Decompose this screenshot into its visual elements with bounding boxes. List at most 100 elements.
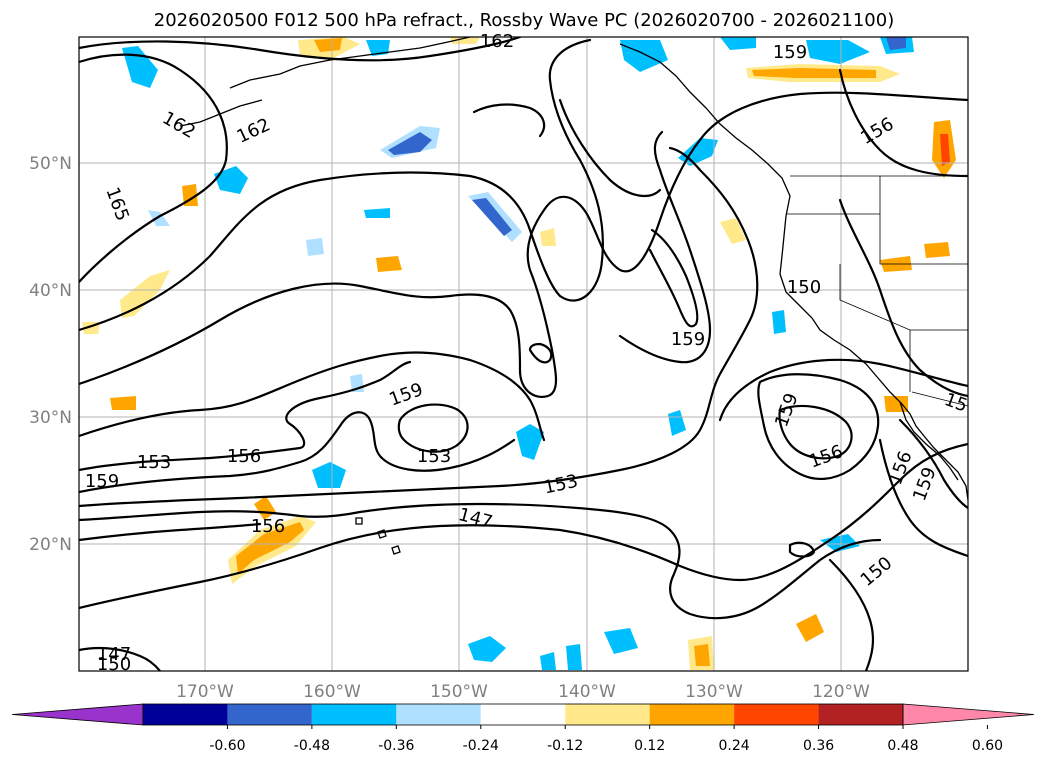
negative-anomaly [516,424,544,460]
contour-line [79,646,162,671]
contour-line [648,228,699,328]
contour-line [838,198,968,398]
positive-anomaly [752,68,876,78]
contour-line [838,68,968,178]
contour-line [79,522,262,542]
positive-anomaly [540,228,556,246]
positive-anomaly [120,270,170,318]
negative-anomaly [472,198,512,236]
lon-tick-label: 140°W [558,682,616,702]
negative-anomaly [820,534,860,552]
negative-anomaly [886,37,906,50]
colorbar-segment [565,704,650,725]
colorbar-tick-label: 0.24 [719,738,750,754]
contour-line [788,541,816,558]
contour-label: 150 [787,277,821,298]
negative-anomaly [566,644,582,670]
positive-anomaly [110,396,136,410]
colorbar-tick-label: -0.60 [209,738,245,754]
colorbar-extend-low [11,703,144,726]
chart-title: 2026020500 F012 500 hPa refract., Rossby… [154,10,895,31]
colorbar-segment [818,704,903,725]
colorbar-segment [649,704,735,725]
positive-anomaly [940,134,950,166]
contour-line [79,91,968,398]
contour-line [778,404,853,460]
state-border [879,176,968,265]
negative-anomaly [772,310,786,334]
colorbar-segment [143,704,228,725]
contour-line [79,53,228,284]
contour-line [558,98,662,198]
positive-anomaly [236,522,304,574]
hawaii-island [377,529,387,539]
coastlines [179,37,968,555]
lon-tick-label: 130°W [685,682,743,702]
negative-anomaly [388,132,432,155]
lon-tick-label: 170°W [176,682,234,702]
positive-anomaly [314,38,342,52]
contour-label: 156 [251,516,285,537]
positive-anomaly [694,644,710,666]
alaska-coast [229,37,471,89]
colorbar-tick-label: -0.36 [378,738,414,754]
baja-coast [899,401,959,481]
contour-label: 147 [97,644,131,665]
lon-tick-label: 150°W [430,682,488,702]
contour-label: 156 [227,446,261,467]
negative-anomaly [214,166,248,194]
colorbar-tick-label: 0.48 [887,738,918,754]
colorbar-extend-high [902,703,1035,726]
negative-anomaly [364,208,390,218]
negative-anomaly [312,462,346,488]
contour-line [397,403,469,453]
refractivity-contours [79,37,968,671]
colorbar-segment [480,704,566,725]
contour-line [79,442,968,610]
colorbar-tick-label: 0.36 [803,738,834,754]
negative-anomaly [806,40,870,64]
latitude-labels: 50°N 40°N 30°N 20°N [29,154,72,555]
negative-anomaly [148,210,170,226]
contour-label: 153 [137,452,171,473]
negative-anomaly [540,652,556,670]
contour-label: 150 [97,654,131,675]
negative-anomaly [366,40,390,56]
negative-anomaly [468,636,506,662]
contour-label: 159 [85,471,119,492]
positive-anomaly [796,614,824,642]
colorbar-tick-label: -0.24 [463,738,499,754]
contour-line [472,103,546,138]
north-america-west-coast [619,43,968,501]
contour-label: 162 [480,31,514,52]
positive-anomaly [182,184,198,206]
lat-tick-label: 50°N [29,154,72,174]
contour-line [828,558,875,671]
contour-line [878,438,968,558]
lon-tick-label: 160°W [303,682,361,702]
colorbar-segment [311,704,397,725]
colorbar-segment [396,704,481,725]
contour-label: 159 [671,329,705,350]
contour-line [79,37,522,62]
contour-line [898,418,968,510]
contour-line [757,373,880,480]
contour-line [79,146,759,508]
contour-line [79,360,412,472]
graticule [79,37,968,671]
lat-tick-label: 30°N [29,408,72,428]
map-panel: 162 159 156 162 162 165 150 159 159 153 … [78,31,970,675]
colorbar: -0.60 -0.48 -0.36 -0.24 -0.12 0.12 0.24 0.36 0.4… [11,703,1035,754]
contour-line [79,351,546,442]
negative-anomaly [122,46,158,88]
positive-anomaly [720,218,746,244]
negative-anomaly [620,40,668,72]
hawaii-island [391,545,401,555]
contour-label: 153 [417,446,451,467]
negative-anomaly [720,37,756,50]
colorbar-segment [734,704,819,725]
us-mexico-border [911,391,968,407]
positive-anomaly [376,256,402,272]
lat-tick-label: 40°N [29,281,72,301]
